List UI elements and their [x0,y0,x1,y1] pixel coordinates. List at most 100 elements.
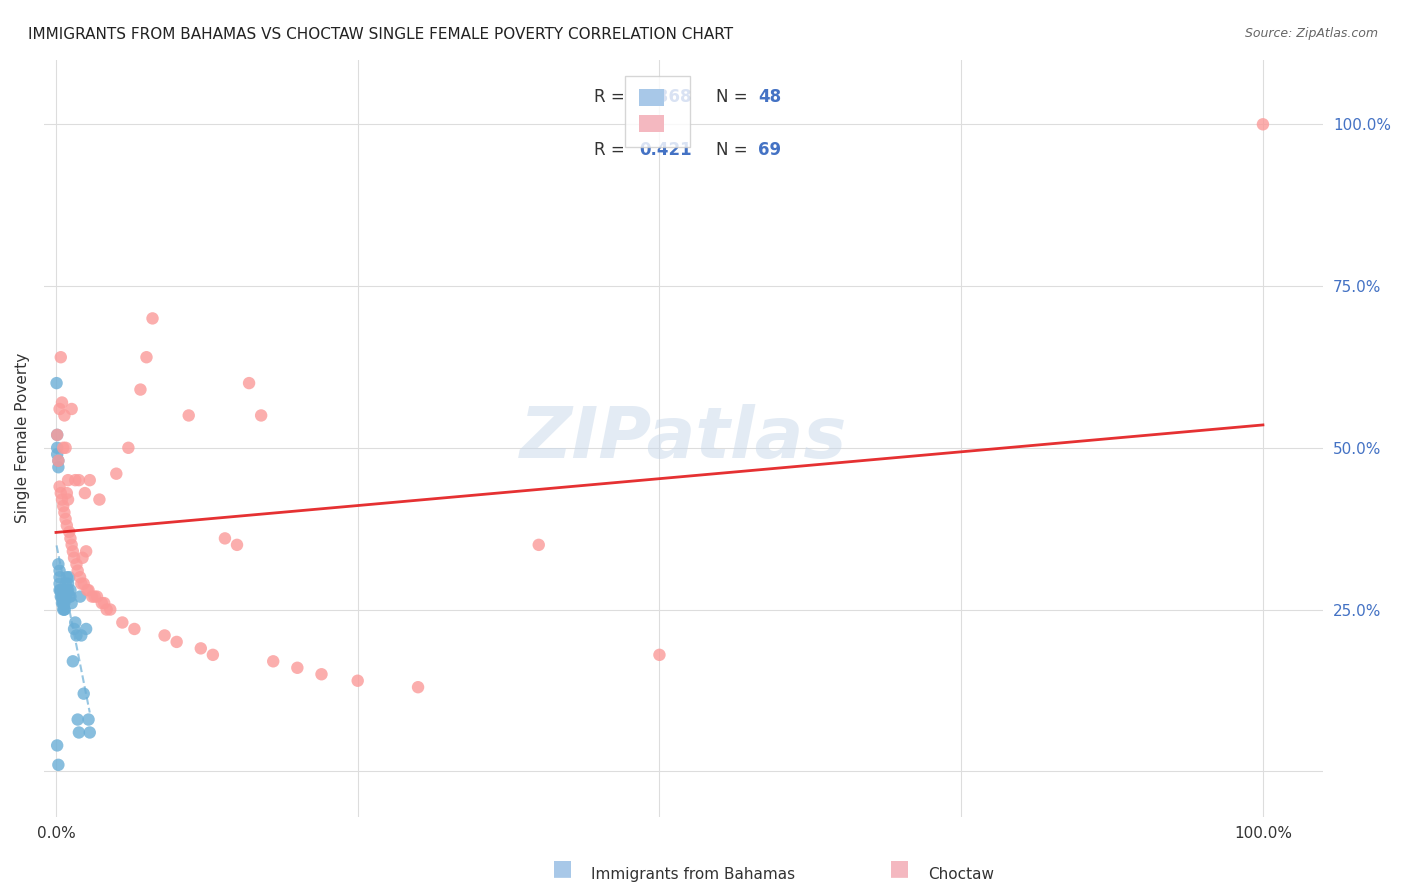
Immigrants from Bahamas [70,628,93,642]
Choctaw [66,564,89,578]
Choctaw [311,667,333,681]
Text: Source: ZipAtlas.com: Source: ZipAtlas.com [1244,27,1378,40]
Choctaw [83,590,105,604]
Immigrants from Bahamas [67,725,90,739]
Immigrants from Bahamas [49,583,72,598]
Choctaw [262,654,284,668]
Choctaw [648,648,671,662]
Choctaw [82,590,104,604]
Choctaw [72,550,94,565]
Choctaw [73,576,96,591]
Choctaw [406,680,429,694]
Immigrants from Bahamas [45,376,67,390]
Immigrants from Bahamas [51,590,73,604]
Text: Choctaw: Choctaw [928,867,994,881]
Choctaw [177,409,200,423]
Choctaw [226,538,249,552]
Immigrants from Bahamas [52,596,75,610]
Immigrants from Bahamas [79,725,101,739]
Text: ZIPatlas: ZIPatlas [520,403,848,473]
Choctaw [1251,117,1274,131]
Choctaw [56,473,79,487]
Choctaw [250,409,273,423]
Immigrants from Bahamas [69,590,91,604]
Choctaw [117,441,139,455]
Choctaw [238,376,260,390]
Choctaw [48,402,70,417]
Immigrants from Bahamas [59,583,82,598]
Choctaw [129,383,152,397]
Immigrants from Bahamas [48,583,70,598]
Choctaw [285,661,308,675]
Immigrants from Bahamas [52,596,75,610]
Choctaw [46,428,69,442]
Immigrants from Bahamas [48,576,70,591]
Choctaw [59,532,82,546]
Legend: , : , [626,76,690,147]
Choctaw [76,583,98,598]
Choctaw [70,576,93,591]
Choctaw [52,499,75,513]
Text: 0.368: 0.368 [638,88,692,106]
Immigrants from Bahamas [46,447,69,461]
Immigrants from Bahamas [49,583,72,598]
Immigrants from Bahamas [58,590,80,604]
Immigrants from Bahamas [56,583,79,598]
Choctaw [63,550,86,565]
Choctaw [201,648,224,662]
Choctaw [48,454,70,468]
Choctaw [49,350,72,364]
Immigrants from Bahamas [73,687,96,701]
Choctaw [53,409,76,423]
Choctaw [98,602,121,616]
Immigrants from Bahamas [46,441,69,455]
Immigrants from Bahamas [48,558,70,572]
Choctaw [65,558,87,572]
Immigrants from Bahamas [53,602,76,616]
Immigrants from Bahamas [53,602,76,616]
Choctaw [55,441,77,455]
Immigrants from Bahamas [60,596,83,610]
Immigrants from Bahamas [62,654,84,668]
Text: ■: ■ [553,858,572,878]
Choctaw [79,473,101,487]
Immigrants from Bahamas [77,713,100,727]
Choctaw [60,402,83,417]
Choctaw [75,544,97,558]
Choctaw [166,635,188,649]
Immigrants from Bahamas [66,713,89,727]
Choctaw [51,492,73,507]
Immigrants from Bahamas [65,628,87,642]
Immigrants from Bahamas [46,739,69,753]
Choctaw [49,486,72,500]
Immigrants from Bahamas [59,590,82,604]
Choctaw [86,590,108,604]
Immigrants from Bahamas [75,622,97,636]
Choctaw [73,486,96,500]
Choctaw [105,467,128,481]
Immigrants from Bahamas [56,570,79,584]
Immigrants from Bahamas [48,454,70,468]
Choctaw [111,615,134,630]
Immigrants from Bahamas [49,590,72,604]
Choctaw [527,538,550,552]
Immigrants from Bahamas [48,460,70,475]
Choctaw [60,538,83,552]
Choctaw [53,506,76,520]
Immigrants from Bahamas [65,615,87,630]
Choctaw [67,473,90,487]
Choctaw [153,628,176,642]
Immigrants from Bahamas [55,576,77,591]
Text: 0.421: 0.421 [638,142,692,160]
Text: N =: N = [716,88,752,106]
Choctaw [69,570,91,584]
Text: R =: R = [593,88,630,106]
Text: R =: R = [593,142,630,160]
Choctaw [124,622,146,636]
Y-axis label: Single Female Poverty: Single Female Poverty [15,353,30,524]
Choctaw [56,492,79,507]
Choctaw [56,486,79,500]
Text: ■: ■ [890,858,910,878]
Text: 69: 69 [758,142,780,160]
Immigrants from Bahamas [63,622,86,636]
